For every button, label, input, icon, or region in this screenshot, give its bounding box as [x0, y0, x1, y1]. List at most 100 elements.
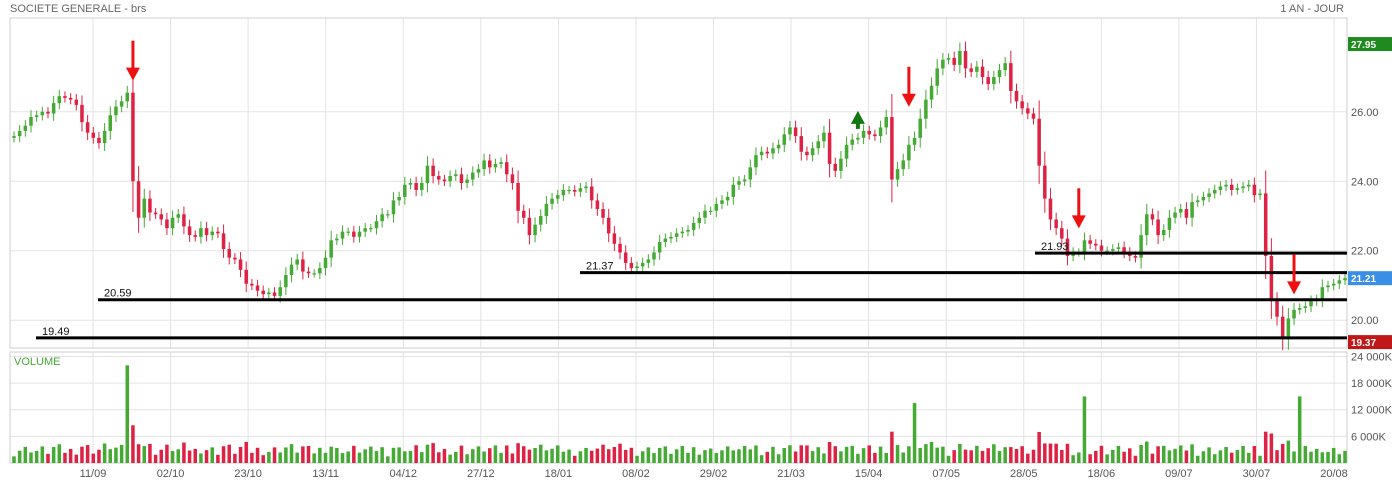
volume-bar — [912, 403, 917, 463]
candle-body — [295, 259, 299, 265]
candle-body — [1145, 214, 1149, 236]
volume-bar — [465, 454, 469, 463]
candle-body — [623, 252, 628, 263]
candle-body — [1224, 184, 1228, 187]
volume-bar — [1009, 447, 1013, 463]
volume-bar — [1173, 448, 1177, 463]
candle-body — [12, 136, 16, 138]
volume-bar — [1331, 447, 1336, 463]
volume-bar — [142, 446, 147, 463]
candle-body — [822, 132, 826, 142]
volume-bar — [850, 445, 855, 463]
candle-body — [1269, 255, 1274, 302]
volume-bar — [136, 444, 141, 463]
candle-body — [57, 96, 62, 104]
candle-body — [992, 77, 996, 84]
volume-bar — [408, 450, 413, 463]
volume-bar — [119, 444, 124, 463]
candle-body — [1297, 308, 1302, 310]
candle-body — [805, 151, 809, 156]
volume-bar — [844, 446, 849, 463]
candle-body — [555, 195, 560, 199]
volume-bar — [952, 450, 956, 463]
volume-bar — [301, 446, 305, 463]
volume-bar — [691, 447, 696, 463]
volume-bar — [199, 453, 203, 463]
candle-body — [488, 160, 492, 168]
candle-body — [1162, 229, 1166, 236]
volume-bar — [686, 452, 690, 463]
candle-body — [1212, 189, 1217, 194]
volume-bar — [929, 441, 934, 463]
candle-body — [691, 222, 696, 230]
volume-bar — [91, 453, 96, 463]
date-tick-label: 23/10 — [234, 468, 262, 480]
candle-body — [895, 169, 900, 180]
candle-body — [233, 257, 237, 260]
candle-body — [572, 189, 577, 192]
candle-body — [776, 144, 781, 149]
volume-bar — [748, 449, 753, 463]
candle-body — [136, 181, 141, 218]
candles — [12, 41, 1347, 351]
volume-bar — [17, 450, 22, 463]
volume-bar — [805, 445, 809, 463]
candle-body — [980, 66, 985, 78]
candle-body — [108, 115, 113, 131]
candle-body — [34, 115, 39, 117]
candle-body — [686, 229, 690, 232]
candle-body — [420, 183, 424, 190]
volume-bar — [708, 448, 713, 463]
candle-body — [1326, 285, 1330, 288]
volume-bar — [386, 456, 390, 463]
candle-body — [391, 200, 396, 215]
candle-body — [782, 134, 787, 145]
candle-body — [1048, 198, 1053, 220]
candle-body — [289, 264, 294, 276]
candle-body — [17, 130, 22, 137]
candle-body — [454, 174, 458, 177]
candle-body — [1309, 301, 1313, 307]
candle-body — [1178, 209, 1183, 213]
volume-bar — [1122, 451, 1126, 463]
volume-bar — [63, 452, 67, 463]
volume-bar — [261, 455, 265, 463]
volume-bar — [176, 449, 181, 463]
candle-body — [482, 160, 486, 170]
candle-body — [810, 148, 815, 156]
volume-bar — [352, 445, 356, 463]
volume-bar — [986, 448, 990, 463]
candle-body — [652, 252, 656, 260]
volume-bar — [578, 451, 583, 463]
candle-body — [878, 127, 883, 137]
candle-body — [1275, 301, 1279, 317]
candle-body — [833, 163, 838, 171]
candle-body — [737, 181, 741, 185]
candle-body — [1003, 63, 1007, 71]
volume-bar — [1054, 443, 1058, 463]
candle-body — [538, 216, 543, 225]
candle-body — [850, 139, 855, 145]
volume-bar — [980, 450, 985, 463]
price-tag-box — [1348, 271, 1392, 286]
candle-body — [527, 217, 532, 236]
candle-body — [929, 85, 934, 100]
candle-body — [754, 155, 758, 168]
price-tick-label: 24.00 — [1351, 176, 1379, 188]
volume-bar — [227, 444, 231, 463]
date-tick-label: 18/01 — [545, 468, 573, 480]
candle-body — [912, 137, 917, 145]
candle-body — [437, 176, 441, 180]
candle-body — [153, 212, 158, 215]
volume-bar — [1071, 455, 1075, 463]
candle-body — [23, 125, 28, 131]
candle-body — [216, 231, 220, 234]
candle-body — [1218, 186, 1223, 190]
volume-bar — [1212, 454, 1217, 463]
candle-body — [1229, 184, 1234, 190]
volume-bar — [674, 449, 679, 463]
candle-body — [119, 101, 124, 107]
candle-body — [114, 106, 118, 116]
date-tick-label: 20/08 — [1320, 468, 1348, 480]
volume-bar — [759, 455, 764, 463]
